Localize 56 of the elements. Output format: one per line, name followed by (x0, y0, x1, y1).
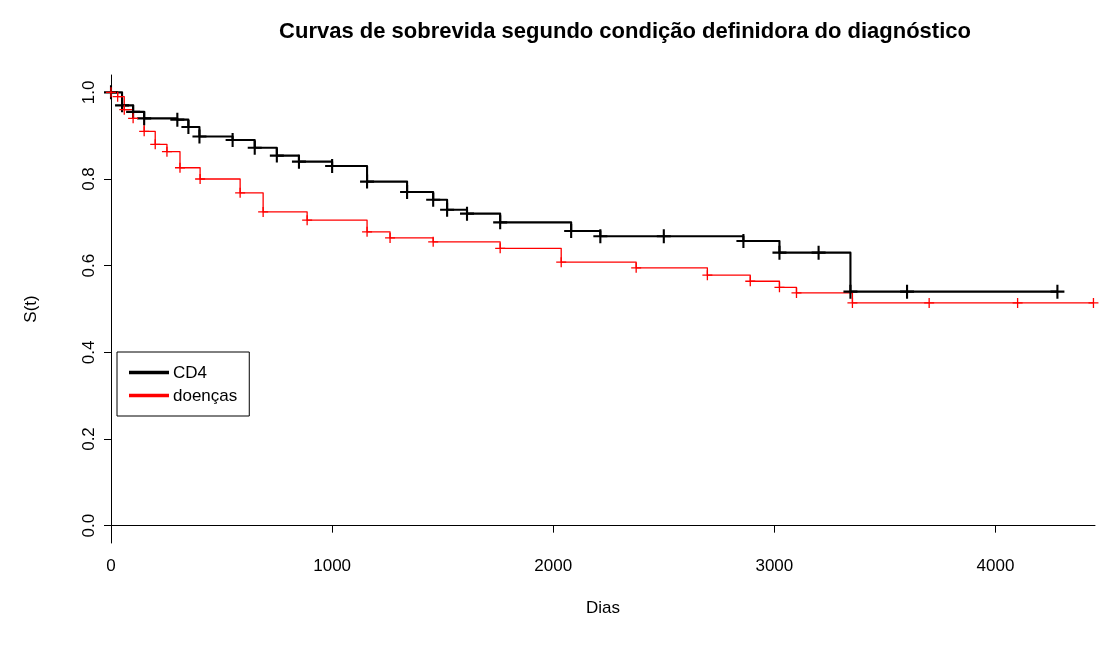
x-axis-title: Dias (585, 598, 621, 617)
point (246, 139, 263, 156)
y-axis-title: S(t) (21, 295, 40, 323)
point (630, 262, 642, 274)
x-tick-label: 3000 (755, 556, 794, 575)
point (846, 297, 859, 309)
point (592, 228, 609, 245)
point (1087, 297, 1100, 309)
point (655, 228, 672, 245)
y-tick-label: 0.2 (79, 427, 98, 451)
point (555, 256, 567, 268)
point (268, 147, 285, 164)
point (127, 112, 139, 124)
point (923, 297, 935, 309)
point (425, 191, 442, 208)
point (701, 269, 714, 281)
point (194, 173, 206, 185)
point (427, 236, 439, 248)
point (773, 281, 786, 293)
chart-title: Curvas de sobrevida segundo condição definidora do diagnóstico (279, 17, 971, 43)
point (1049, 283, 1066, 300)
x-tick-label: 1000 (313, 556, 352, 575)
point (810, 244, 827, 261)
x-tick-label: 0 (106, 556, 116, 575)
point (384, 232, 396, 244)
point (790, 287, 803, 299)
legend-label: CD4 (173, 363, 208, 382)
x-tick-label: 2000 (534, 556, 573, 575)
legend-label: doenças (173, 386, 238, 405)
point (234, 187, 246, 199)
point (744, 275, 756, 287)
y-tick-label: 0.4 (79, 340, 98, 365)
y-tick-label: 0.8 (79, 167, 98, 191)
point (1011, 297, 1024, 309)
point (138, 125, 150, 137)
point (494, 242, 506, 254)
point (359, 173, 376, 190)
point (771, 244, 788, 261)
point (492, 214, 509, 231)
point (439, 201, 456, 218)
point (174, 162, 186, 174)
y-tick-label: 1.0 (79, 80, 98, 105)
point (842, 283, 859, 300)
point (898, 283, 916, 300)
y-tick-label: 0.6 (79, 253, 98, 278)
point (118, 104, 130, 116)
point (301, 214, 313, 226)
point (458, 205, 476, 222)
point (161, 146, 173, 158)
point (290, 153, 307, 170)
point (191, 128, 208, 145)
point (149, 138, 161, 150)
point (257, 206, 269, 218)
y-tick-label: 0.0 (79, 513, 98, 538)
x-tick-label: 4000 (976, 556, 1015, 575)
point (361, 226, 373, 238)
